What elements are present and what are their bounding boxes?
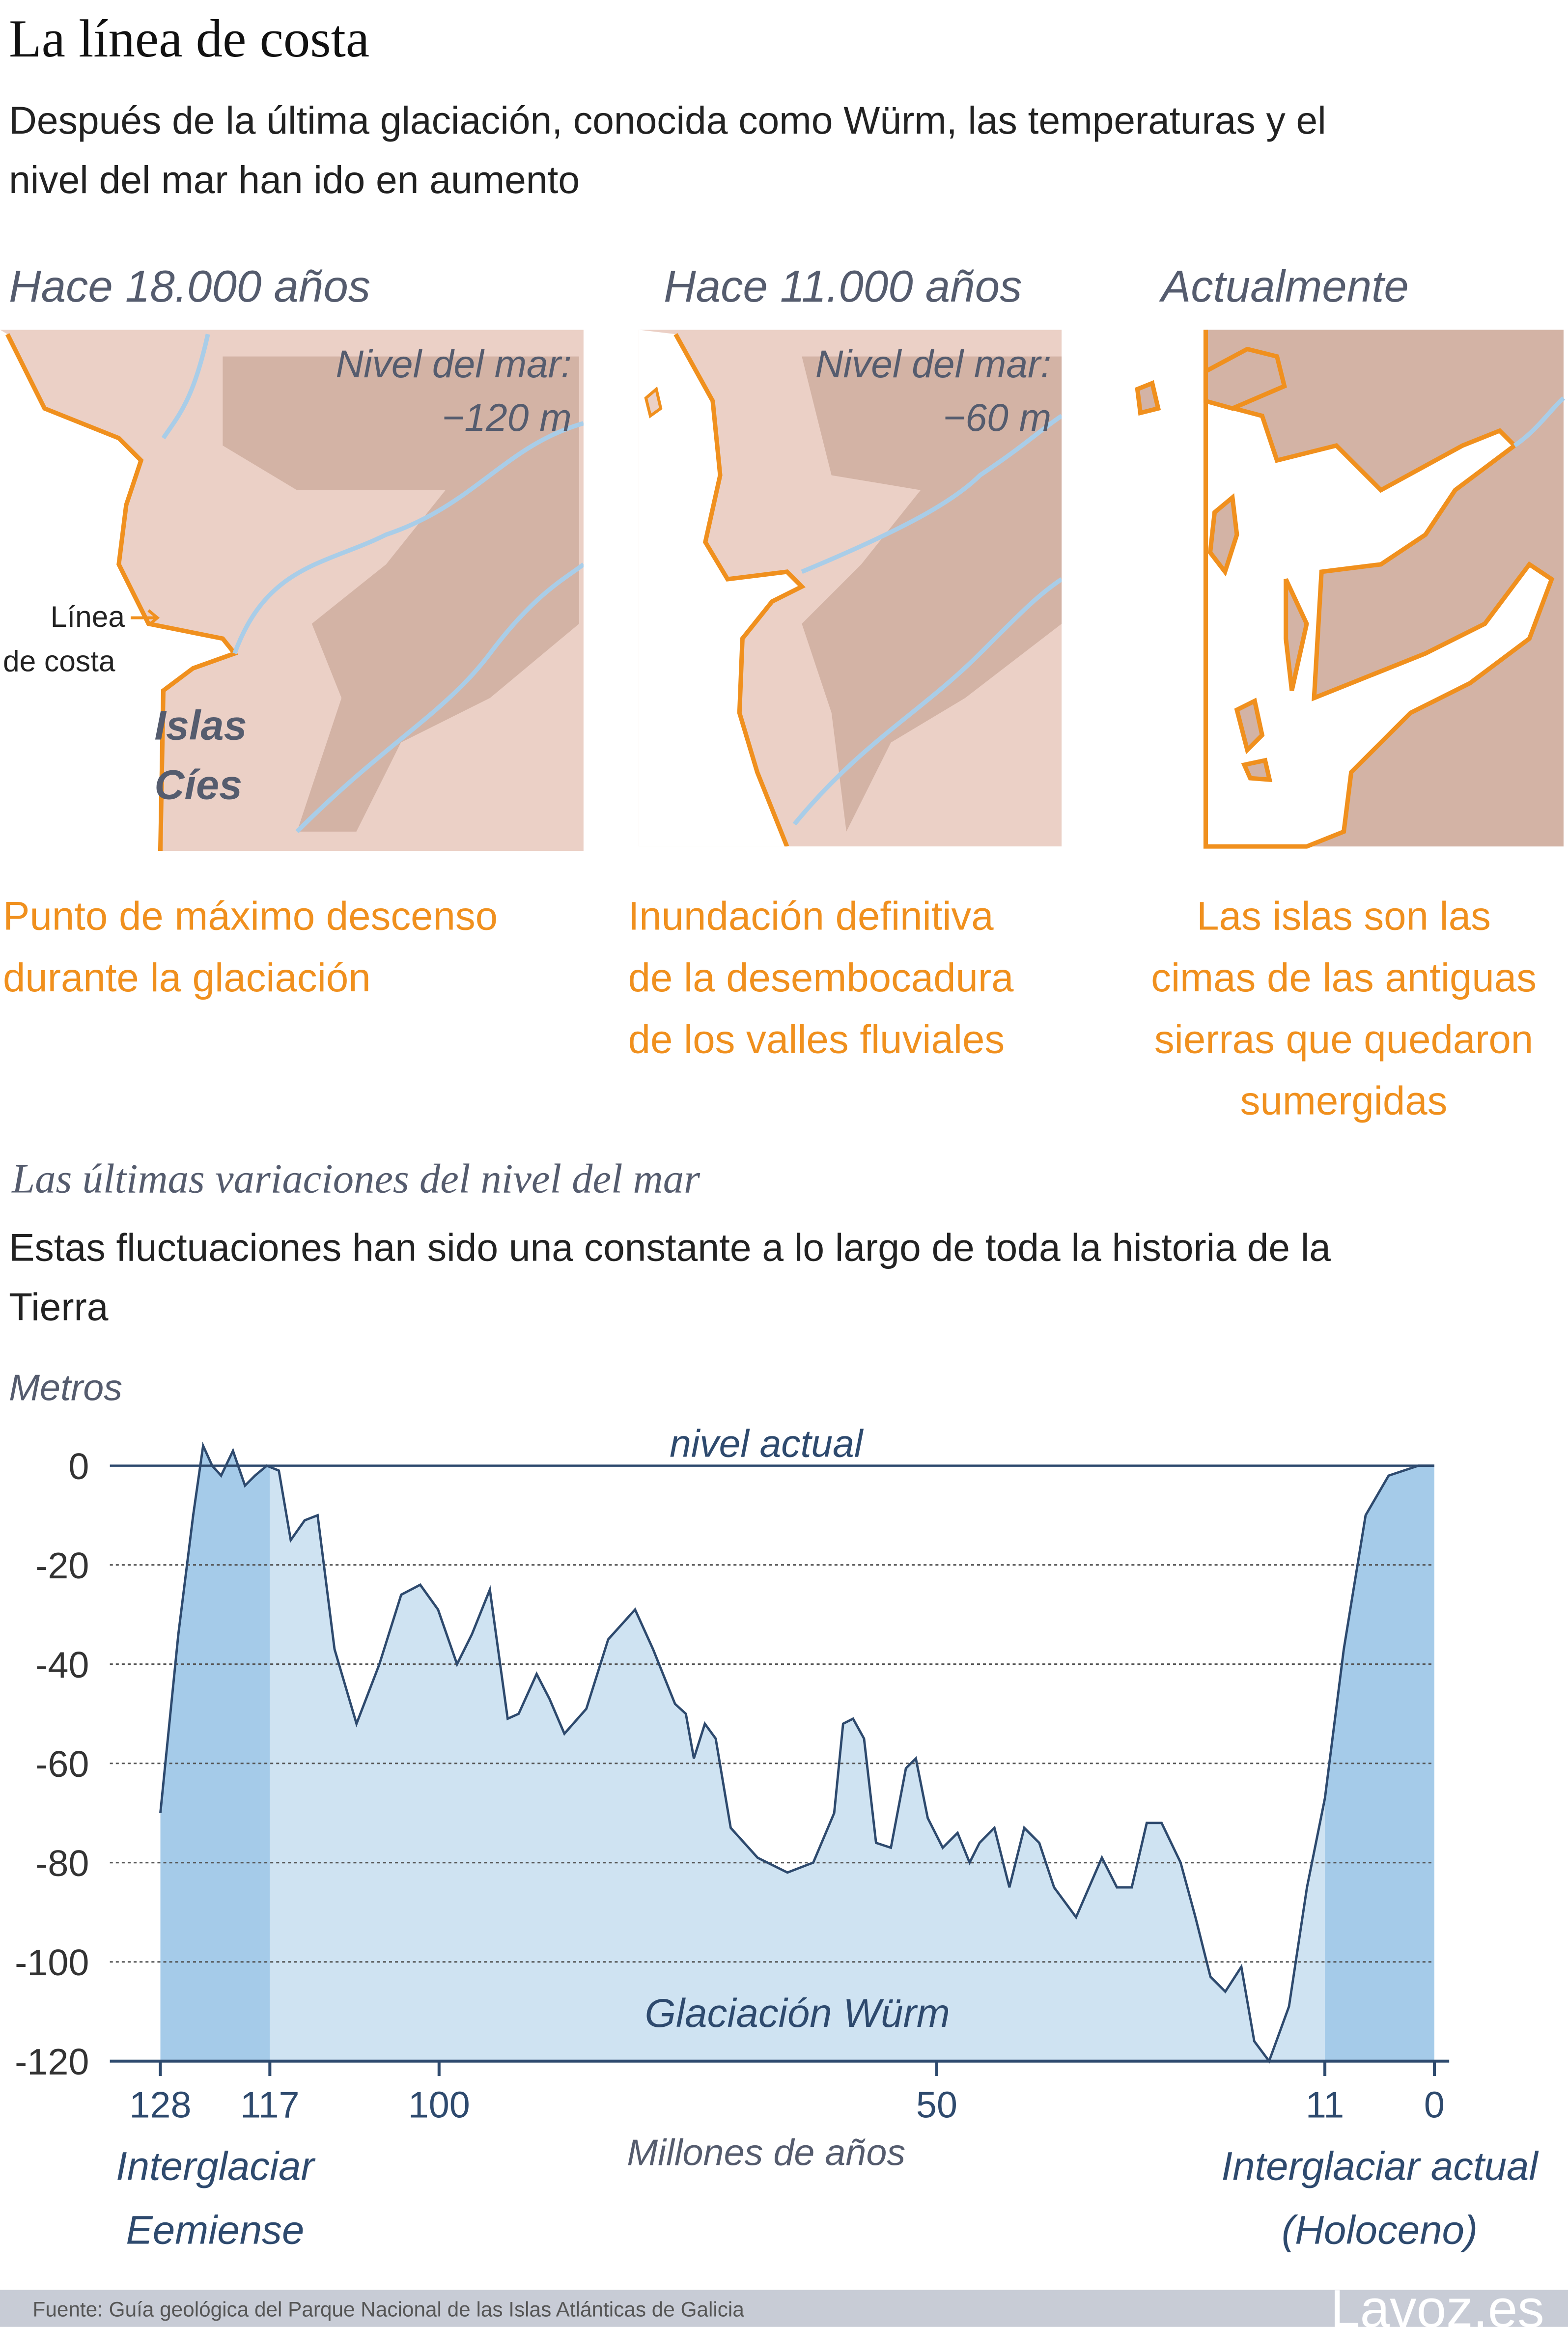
title: La línea de costa (9, 9, 369, 68)
x-axis-label: Millones de años (627, 2132, 905, 2173)
islands-label: Islas (154, 702, 247, 749)
subtitle: nivel del mar han ido en aumento (9, 158, 580, 201)
x-tick-label: 0 (1424, 2085, 1445, 2126)
annotation: nivel actual (670, 1422, 864, 1465)
map-caption: durante la glaciación (3, 955, 371, 1000)
period-label: (Holoceno) (1282, 2208, 1478, 2253)
map-caption: Punto de máximo descenso (3, 894, 498, 938)
map-caption: sierras que quedaron (1154, 1017, 1533, 1062)
x-tick-label: 117 (240, 2085, 299, 2126)
coast-arrow (131, 609, 160, 627)
y-tick-label: -100 (15, 1942, 89, 1984)
coast-label: de costa (3, 644, 115, 677)
sea-level: −60 m (943, 396, 1051, 439)
x-tick-label: 11 (1306, 2085, 1344, 2126)
map-title: Hace 11.000 años (664, 262, 1022, 311)
period-label: Interglaciar (116, 2144, 316, 2189)
map-caption: sumergidas (1240, 1079, 1448, 1123)
chart-subtitle: Tierra (9, 1285, 109, 1328)
map-1 (0, 330, 584, 851)
y-tick-label: -40 (35, 1645, 89, 1686)
sea-level: −120 m (442, 396, 571, 439)
line (159, 1441, 1434, 2064)
area (270, 1467, 1325, 2061)
period-label: Glaciación Würm (645, 1991, 950, 2036)
x-tick-label: 50 (916, 2085, 957, 2126)
map-caption: Inundación definitiva (628, 894, 994, 938)
sea-level-label: Nivel del mar: (336, 342, 571, 386)
subtitle: Después de la última glaciación, conocid… (9, 99, 1326, 142)
x-tick-label: 128 (129, 2085, 191, 2126)
y-tick-label: -80 (35, 1843, 89, 1884)
sea-level-label: Nivel del mar: (815, 342, 1051, 386)
y-tick-label: -60 (35, 1744, 89, 1785)
map-caption: Las islas son las (1197, 894, 1491, 938)
x-tick-label: 100 (408, 2085, 470, 2126)
chart-title: Las últimas variaciones del nivel del ma… (11, 1156, 700, 1202)
islands-label: Cíes (154, 761, 242, 808)
source: Fuente: Guía geológica del Parque Nacion… (33, 2298, 745, 2321)
y-tick-label: -120 (15, 2042, 89, 2083)
logo: Lavoz.es (1330, 2279, 1544, 2327)
period-label: Interglaciar actual (1221, 2144, 1539, 2189)
area (160, 1446, 270, 2061)
map-title: Hace 18.000 años (9, 262, 370, 311)
period-label: Eemiense (126, 2208, 304, 2253)
coast-label: Línea (51, 600, 125, 633)
map-caption: de los valles fluviales (628, 1017, 1005, 1062)
map-caption: de la desembocadura (628, 955, 1014, 1000)
y-axis-label: Metros (9, 1368, 122, 1409)
map-title: Actualmente (1159, 262, 1409, 311)
area (1325, 1465, 1434, 2061)
map-caption: cimas de las antiguas (1151, 955, 1537, 1000)
map-3 (1135, 330, 1565, 849)
map-2 (638, 330, 1062, 847)
y-tick-label: -20 (35, 1545, 89, 1587)
y-tick-label: 0 (68, 1446, 89, 1487)
source-bar (0, 2290, 1568, 2327)
chart-subtitle: Estas fluctuaciones han sido una constan… (9, 1226, 1331, 1269)
